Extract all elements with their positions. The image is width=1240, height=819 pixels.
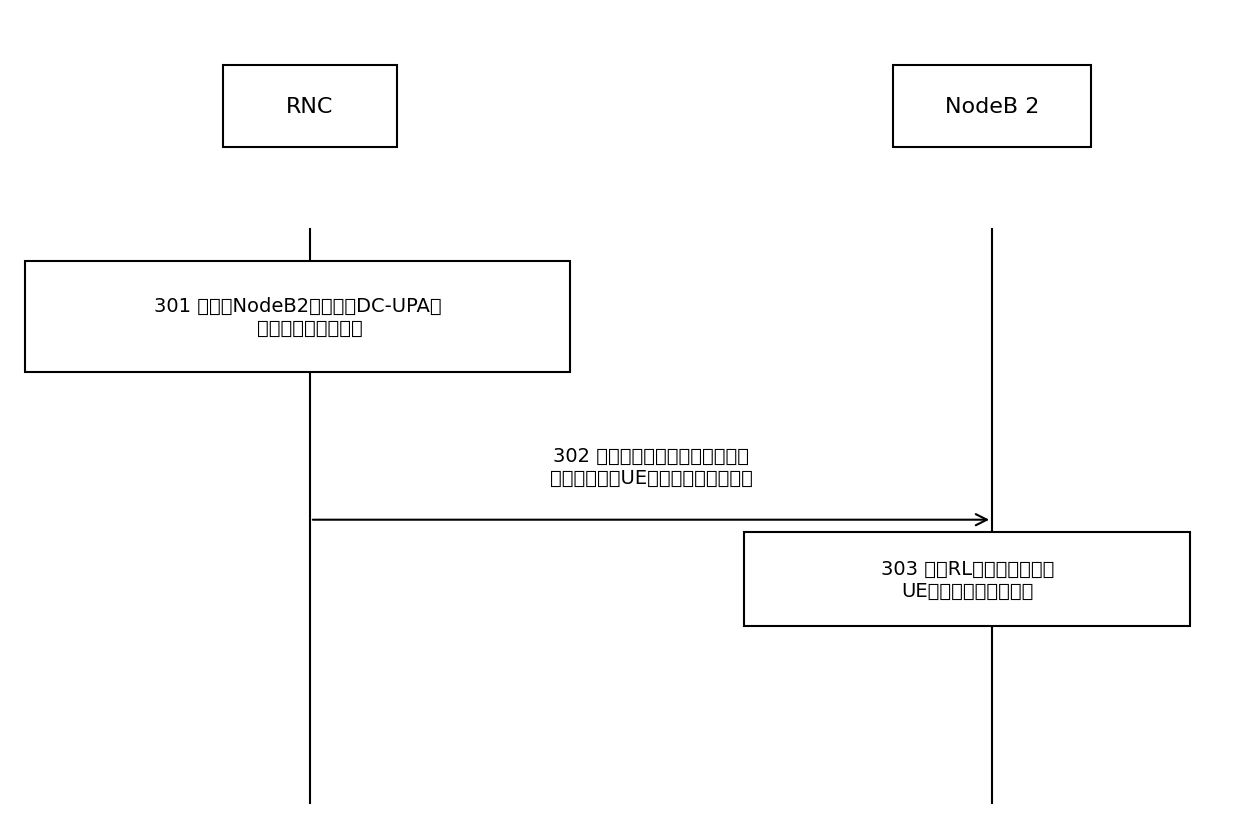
Text: RNC: RNC	[286, 97, 334, 116]
FancyBboxPatch shape	[223, 66, 397, 147]
FancyBboxPatch shape	[893, 66, 1091, 147]
Text: NodeB 2: NodeB 2	[945, 97, 1039, 116]
FancyBboxPatch shape	[744, 532, 1190, 627]
Text: 301 判决该NodeB2是否支持DC-UPA，
    不支持，则流程结束: 301 判决该NodeB2是否支持DC-UPA， 不支持，则流程结束	[154, 296, 441, 337]
FancyBboxPatch shape	[25, 262, 570, 373]
Text: 303 建立RL且保存用于表明
UE当前状态配置的信息: 303 建立RL且保存用于表明 UE当前状态配置的信息	[880, 559, 1054, 600]
Text: 302 发送无线链路建立请求，携带
携带用于表明UE当前状态配置的信息: 302 发送无线链路建立请求，携带 携带用于表明UE当前状态配置的信息	[549, 446, 753, 487]
